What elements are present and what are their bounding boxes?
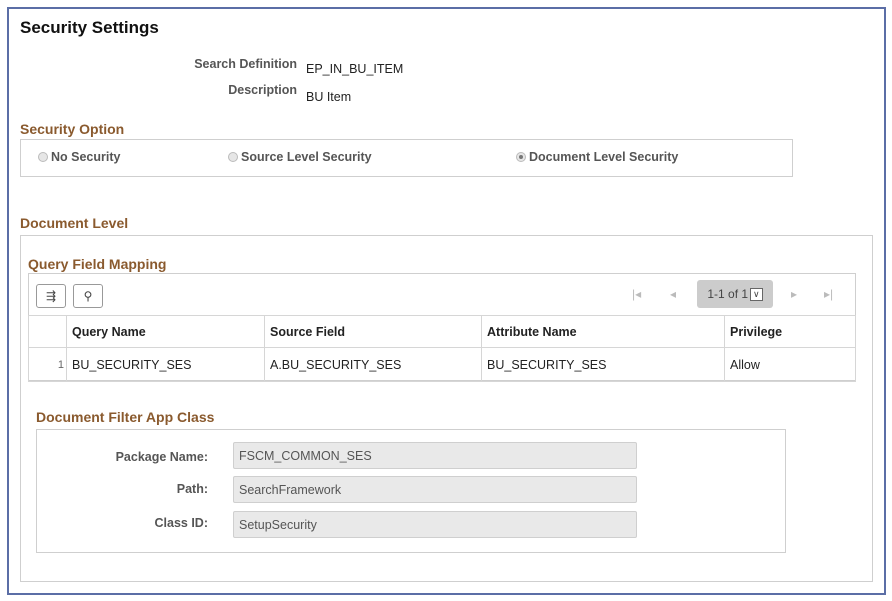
query-field-mapping-grid: ⇶ ⚲ |◂ ◂ 1-1 of 1 ∨ ▸ ▸| Query Name Sourc… [28, 273, 856, 382]
table-row: 1 BU_SECURITY_SES A.BU_SECURITY_SES BU_S… [28, 347, 856, 382]
description-label: Description [228, 83, 297, 97]
search-definition-label: Search Definition [194, 57, 297, 71]
page-title: Security Settings [20, 18, 159, 37]
path-field: SearchFramework [233, 476, 637, 503]
previous-page-icon[interactable]: ◂ [670, 287, 677, 301]
package-name-label: Package Name: [115, 450, 208, 464]
next-page-icon[interactable]: ▸ [791, 287, 798, 301]
chevron-down-icon: ∨ [750, 287, 763, 301]
radio-source-level-security[interactable]: Source Level Security [228, 150, 372, 164]
find-button[interactable]: ⚲ [73, 284, 103, 308]
path-label: Path: [176, 482, 208, 496]
pagination-dropdown[interactable]: 1-1 of 1 ∨ [697, 280, 773, 308]
radio-icon[interactable] [228, 152, 238, 162]
filter-app-class-section: Package Name: FSCM_COMMON_SES Path: Sear… [36, 429, 786, 553]
radio-selected-icon[interactable] [516, 152, 526, 162]
search-definition-value: EP_IN_BU_ITEM [306, 62, 404, 76]
column-header: Attribute Name [481, 315, 725, 348]
mapping-table: Query Name Source Field Attribute Name P… [28, 315, 856, 382]
cell-source-field: A.BU_SECURITY_SES [264, 347, 482, 382]
class-id-label: Class ID: [154, 516, 209, 530]
cell-query-name: BU_SECURITY_SES [66, 347, 265, 382]
last-page-icon[interactable]: ▸| [824, 287, 834, 301]
class-id-field: SetupSecurity [233, 511, 637, 538]
column-header: Source Field [264, 315, 482, 348]
radio-document-level-security[interactable]: Document Level Security [516, 150, 678, 164]
query-field-mapping-header: Query Field Mapping [28, 256, 167, 272]
security-option-header: Security Option [20, 121, 125, 137]
cell-attribute-name: BU_SECURITY_SES [481, 347, 725, 382]
table-header-row: Query Name Source Field Attribute Name P… [28, 315, 856, 348]
document-level-header: Document Level [20, 215, 129, 231]
search-icon: ⚲ [83, 289, 93, 303]
radio-no-security[interactable]: No Security [38, 150, 120, 164]
column-header: Privilege [724, 315, 856, 348]
filter-app-class-header: Document Filter App Class [36, 409, 215, 425]
page-frame [7, 7, 886, 595]
first-page-icon[interactable]: |◂ [632, 287, 642, 301]
security-option-group: No Security Source Level Security Docume… [20, 139, 793, 177]
package-name-field: FSCM_COMMON_SES [233, 442, 637, 469]
description-value: BU Item [306, 90, 352, 104]
personalize-icon: ⇶ [45, 289, 57, 303]
cell-privilege: Allow [724, 347, 856, 382]
column-header: Query Name [66, 315, 265, 348]
radio-icon[interactable] [38, 152, 48, 162]
row-number: 1 [28, 347, 67, 382]
personalize-grid-button[interactable]: ⇶ [36, 284, 66, 308]
